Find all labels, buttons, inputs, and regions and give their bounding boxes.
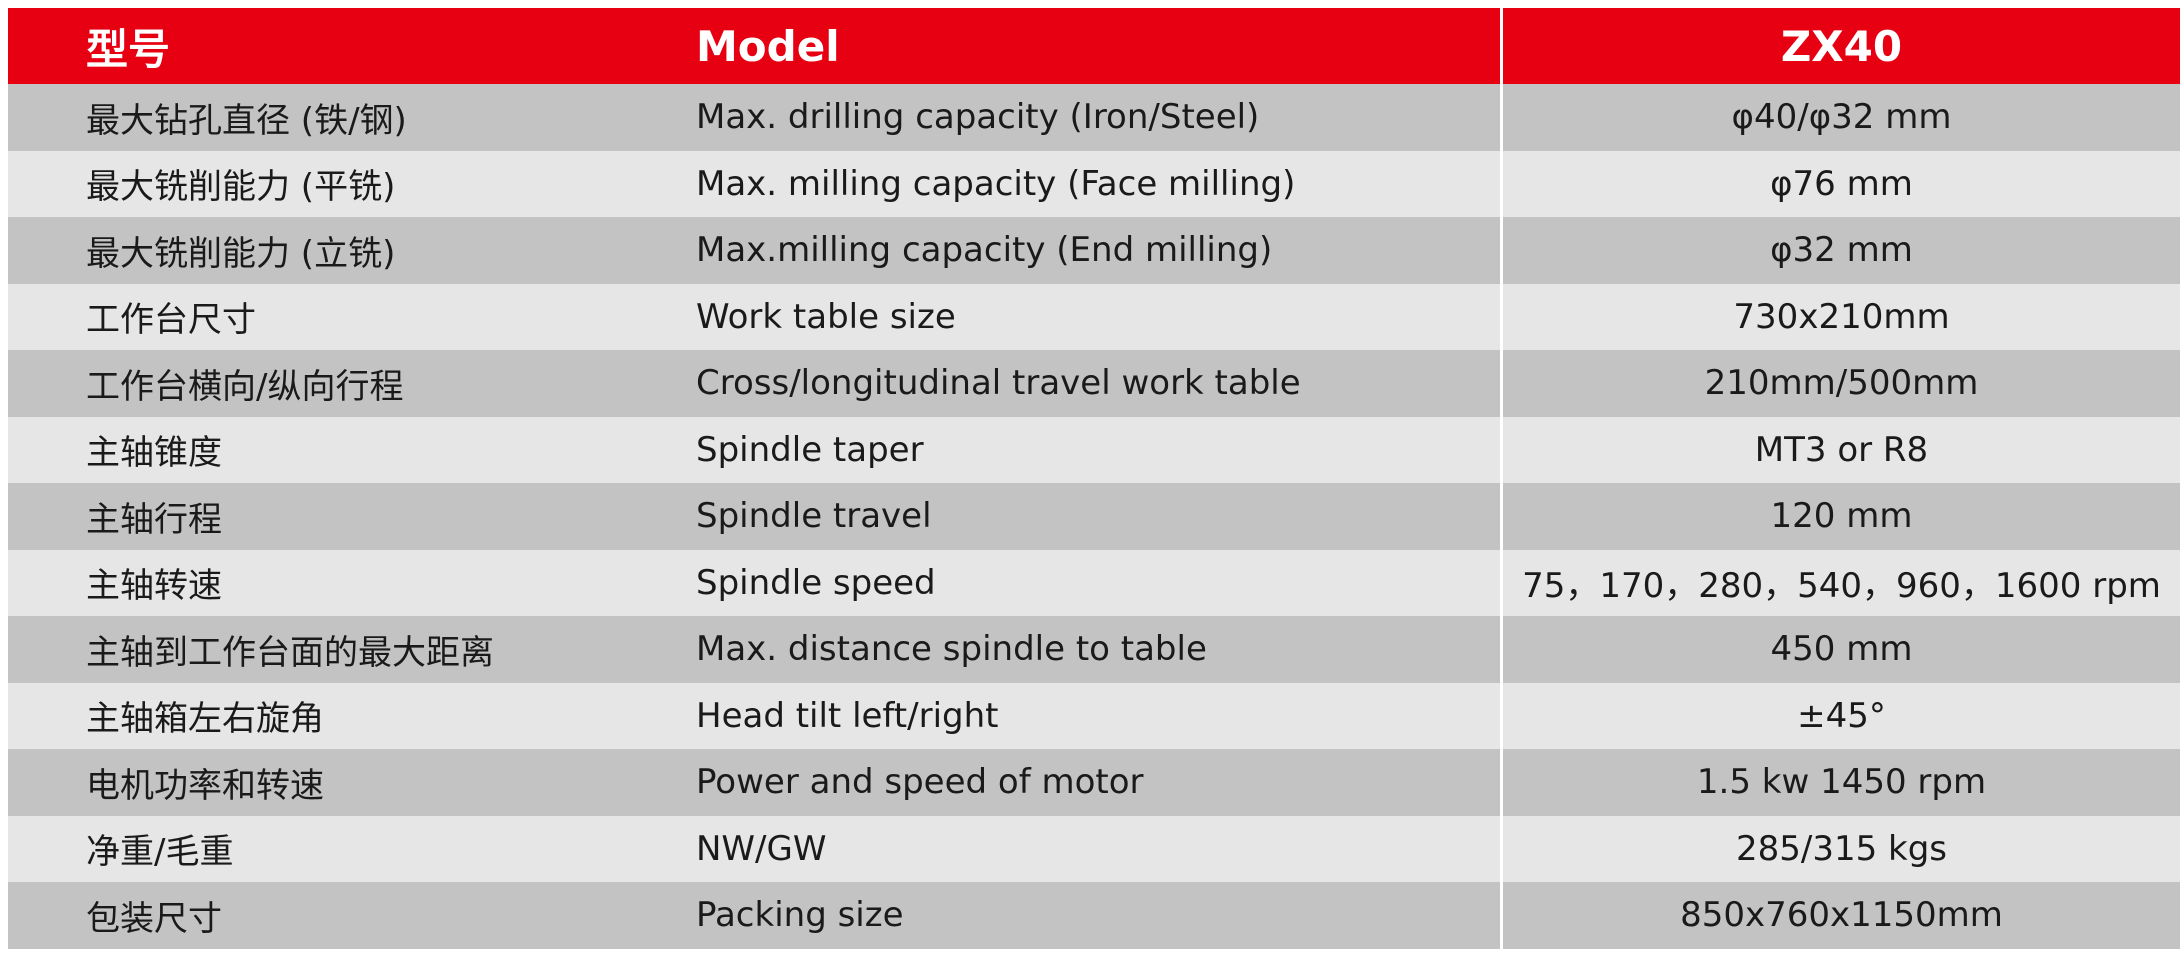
table-row: 包装尺寸 Packing size 850x760x1150mm [8, 882, 2180, 949]
row-value: φ76 mm [1500, 150, 2180, 217]
table-row: 最大铣削能力 (平铣) Max. milling capacity (Face … [8, 150, 2180, 217]
row-label-en: Cross/longitudinal travel work table [696, 363, 1301, 404]
table-row: 主轴锥度 Spindle taper MT3 or R8 [8, 416, 2180, 483]
row-value: φ32 mm [1500, 217, 2180, 284]
spec-table: 型号 Model ZX40 最大钻孔直径 (铁/钢) Max. drilling… [8, 8, 2180, 949]
row-label-en: Max. drilling capacity (Iron/Steel) [696, 97, 1260, 138]
row-value: 1.5 kw 1450 rpm [1500, 749, 2180, 816]
row-value: 75，170，280，540，960，1600 rpm [1500, 549, 2180, 616]
row-label-en: Spindle travel [696, 496, 932, 537]
table-row: 主轴箱左右旋角 Head tilt left/right ±45° [8, 682, 2180, 749]
row-label-en: Spindle speed [696, 562, 936, 603]
row-label-cn: 主轴转速 [86, 566, 222, 607]
row-label-cn: 主轴到工作台面的最大距离 [86, 632, 494, 673]
row-label-en: NW/GW [696, 828, 827, 869]
row-label-cn: 净重/毛重 [86, 832, 234, 873]
row-label-en: Max.milling capacity (End milling) [696, 230, 1273, 271]
table-row: 主轴到工作台面的最大距离 Max. distance spindle to ta… [8, 616, 2180, 683]
row-label-cn: 最大铣削能力 (平铣) [86, 167, 396, 208]
row-value: 450 mm [1500, 616, 2180, 683]
row-value: 120 mm [1500, 483, 2180, 550]
row-value: ±45° [1500, 682, 2180, 749]
row-label-cn: 电机功率和转速 [86, 765, 324, 806]
row-label-en: Work table size [696, 296, 956, 337]
row-label-cn: 最大钻孔直径 (铁/钢) [86, 100, 407, 141]
row-value: 850x760x1150mm [1500, 882, 2180, 949]
row-label-en: Packing size [696, 895, 904, 936]
table-row: 主轴行程 Spindle travel 120 mm [8, 483, 2180, 550]
table-header-row: 型号 Model ZX40 [8, 8, 2180, 84]
row-label-en: Max. milling capacity (Face milling) [696, 163, 1296, 204]
table-row: 工作台横向/纵向行程 Cross/longitudinal travel wor… [8, 350, 2180, 417]
row-label-cn: 工作台横向/纵向行程 [86, 366, 404, 407]
row-label-cn: 主轴锥度 [86, 433, 222, 474]
row-label-en: Max. distance spindle to table [696, 629, 1207, 670]
table-row: 最大铣削能力 (立铣) Max.milling capacity (End mi… [8, 217, 2180, 284]
row-value: 210mm/500mm [1500, 350, 2180, 417]
row-label-en: Spindle taper [696, 429, 924, 470]
header-model-cn: 型号 [86, 24, 171, 74]
row-label-cn: 包装尺寸 [86, 898, 222, 939]
row-value: 285/315 kgs [1500, 815, 2180, 882]
row-value: φ40/φ32 mm [1500, 84, 2180, 151]
row-label-cn: 工作台尺寸 [86, 300, 256, 341]
table-row: 主轴转速 Spindle speed 75，170，280，540，960，16… [8, 549, 2180, 616]
row-label-cn: 最大铣削能力 (立铣) [86, 233, 396, 274]
header-model-en: Model [696, 21, 840, 71]
row-label-cn: 主轴箱左右旋角 [86, 699, 324, 740]
row-label-cn: 主轴行程 [86, 499, 222, 540]
row-label-en: Power and speed of motor [696, 762, 1144, 803]
table-row: 电机功率和转速 Power and speed of motor 1.5 kw … [8, 749, 2180, 816]
table-row: 净重/毛重 NW/GW 285/315 kgs [8, 815, 2180, 882]
row-label-en: Head tilt left/right [696, 695, 999, 736]
row-value: MT3 or R8 [1500, 416, 2180, 483]
header-model-value: ZX40 [1500, 8, 2180, 84]
table-row: 工作台尺寸 Work table size 730x210mm [8, 283, 2180, 350]
table-row: 最大钻孔直径 (铁/钢) Max. drilling capacity (Iro… [8, 84, 2180, 151]
row-value: 730x210mm [1500, 283, 2180, 350]
